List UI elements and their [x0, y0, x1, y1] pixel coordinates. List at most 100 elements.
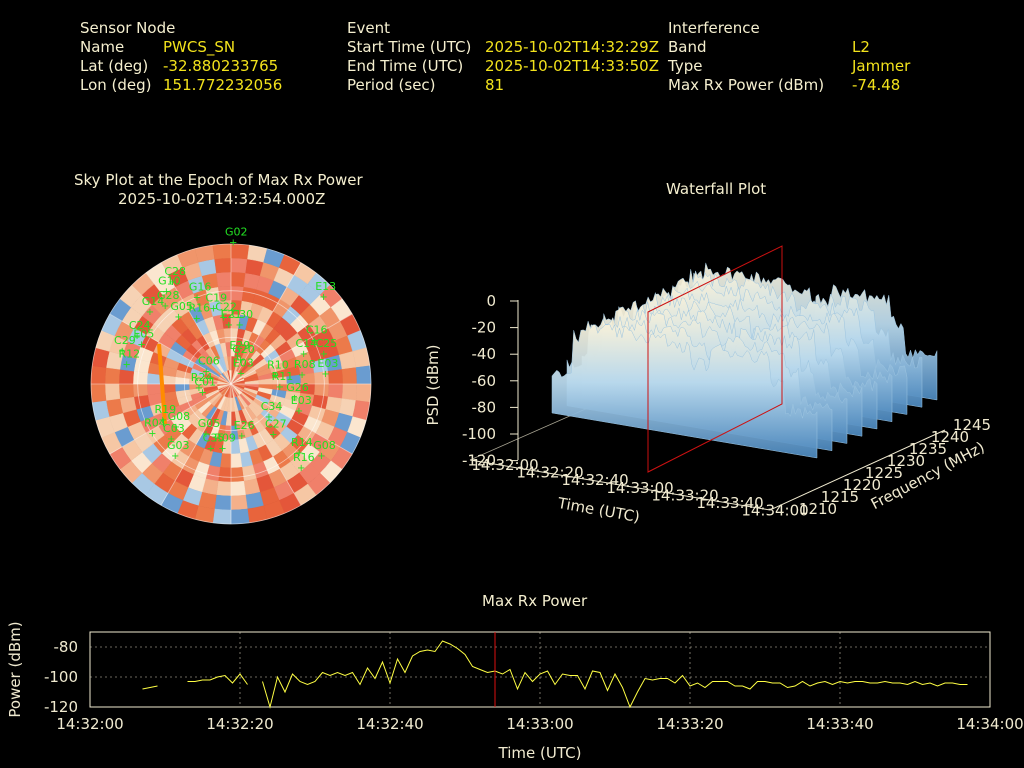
wf-y-tick: 1210	[799, 500, 837, 518]
satellite-marker: +	[276, 382, 284, 393]
satellite-marker: +	[271, 371, 279, 382]
satellite-label: C24	[129, 319, 151, 332]
mx-x-tick: 14:33:40	[806, 715, 873, 733]
satellite-marker: +	[298, 370, 306, 381]
wf-y-tick: 1215	[821, 488, 859, 506]
satellite-label: C28	[164, 265, 186, 278]
satellite-marker: +	[168, 277, 176, 288]
satellite-marker: +	[237, 369, 245, 380]
satellite-label: E13	[315, 280, 336, 293]
satellite-label: G10	[158, 274, 181, 287]
satellite-marker: +	[198, 387, 206, 398]
mx-series-line	[142, 640, 968, 709]
satellite-label: C35	[203, 431, 225, 444]
satellite-label: C03	[163, 422, 185, 435]
wf-x-tick: 14:32:20	[516, 464, 583, 482]
satellite-label: G20	[232, 343, 255, 356]
satellite-label: C27	[265, 418, 287, 431]
satellite-label: E21	[221, 308, 242, 321]
satellite-label: E03	[291, 394, 312, 407]
sky-grid-spoke	[109, 313, 232, 385]
satellite-marker: +	[317, 451, 325, 462]
satellite-marker: +	[148, 429, 156, 440]
satellite-marker: +	[202, 366, 210, 377]
event-value: 2025-10-02T14:32:29Z	[485, 38, 659, 56]
satellite-label: C19	[205, 292, 227, 305]
satellite-marker: +	[146, 307, 154, 318]
satellite-marker: +	[297, 463, 305, 474]
interference-header: Interference	[668, 19, 760, 37]
wf-z-tick: -40	[472, 345, 497, 363]
satellite-marker: +	[162, 286, 170, 297]
wf-y-tick: 1230	[887, 452, 925, 470]
interference-value: L2	[852, 38, 870, 56]
satellite-marker: +	[225, 320, 233, 331]
event-label: Start Time (UTC)	[347, 38, 472, 56]
waterfall-title: Waterfall Plot	[666, 180, 767, 198]
wf-x-axis	[469, 459, 771, 511]
mx-x-tick: 14:34:00	[956, 715, 1023, 733]
satellite-label: R11	[272, 370, 294, 383]
satellite-label: R10	[267, 359, 289, 372]
satellite-label: C29	[114, 334, 136, 347]
satellite-label: G08	[168, 410, 191, 423]
interference-value: Jammer	[852, 57, 911, 75]
sensor-label: Name	[80, 38, 125, 56]
sky-grid-spoke	[230, 383, 353, 455]
satellite-marker: +	[236, 355, 244, 366]
satellite-marker: +	[319, 292, 327, 303]
satellite-label: G05	[198, 417, 221, 430]
wf-z-tick: -60	[472, 372, 497, 390]
sky-grid-spoke	[230, 383, 302, 506]
sensor-value: -32.880233765	[163, 57, 279, 75]
satellite-marker: +	[265, 412, 273, 423]
satellite-marker: +	[269, 430, 277, 441]
sensor-label: Lon (deg)	[80, 76, 152, 94]
event-label: Period (sec)	[347, 76, 436, 94]
satellite-label: C01	[194, 375, 216, 388]
satellite-label: R16	[188, 301, 210, 314]
wf-x-tick: 14:32:00	[471, 456, 538, 474]
mx-y-label: Power (dBm)	[6, 621, 24, 717]
satellite-marker: +	[192, 313, 200, 324]
mx-y-tick: -120	[44, 698, 78, 716]
sensor-value: 151.772232056	[163, 76, 283, 94]
satellite-label: G03	[167, 439, 190, 452]
satellite-marker: +	[193, 293, 201, 304]
satellite-marker: +	[171, 451, 179, 462]
satellite-label: R14	[291, 436, 313, 449]
sensor-header: Sensor Node	[80, 19, 176, 37]
satellite-marker: +	[122, 359, 130, 370]
satellite-marker: +	[295, 406, 303, 417]
satellite-label: C14	[295, 337, 317, 350]
satellite-label: G14	[142, 295, 165, 308]
wf-y-tick: 1245	[953, 416, 991, 434]
satellite-marker: +	[202, 429, 210, 440]
satellite-label: G08	[313, 439, 336, 452]
satellite-label: G02	[225, 225, 248, 238]
wf-y-tick: 1220	[843, 476, 881, 494]
wf-x-tick: 14:33:20	[651, 486, 718, 504]
sky-grid-spoke	[160, 383, 232, 506]
interference-value: -74.48	[852, 76, 901, 94]
satellite-marker: +	[299, 349, 307, 360]
satellite-marker: +	[207, 443, 215, 454]
mx-y-tick: -100	[44, 668, 78, 686]
wf-z-tick: -120	[462, 452, 496, 470]
sensor-label: Lat (deg)	[80, 57, 149, 75]
mx-x-label: Time (UTC)	[498, 744, 582, 762]
satellite-marker: +	[209, 304, 217, 315]
satellite-marker: +	[195, 383, 203, 394]
wf-z-tick: 0	[486, 292, 496, 310]
satellite-label: C30	[232, 308, 254, 321]
satellite-marker: +	[310, 335, 318, 346]
wf-x-tick: 14:33:00	[606, 479, 673, 497]
satellite-marker: +	[236, 320, 244, 331]
mx-x-tick: 14:33:00	[506, 715, 573, 733]
satellite-marker: +	[174, 312, 182, 323]
satellite-marker: +	[133, 331, 141, 342]
sky-grid-spoke	[230, 313, 353, 385]
